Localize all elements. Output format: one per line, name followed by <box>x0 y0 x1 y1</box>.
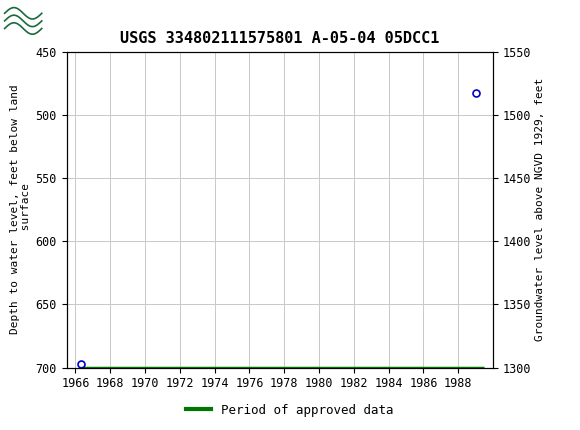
Legend: Period of approved data: Period of approved data <box>181 399 399 421</box>
Y-axis label: Groundwater level above NGVD 1929, feet: Groundwater level above NGVD 1929, feet <box>535 78 545 341</box>
Text: USGS: USGS <box>49 9 118 29</box>
Title: USGS 334802111575801 A-05-04 05DCC1: USGS 334802111575801 A-05-04 05DCC1 <box>120 31 440 46</box>
Y-axis label: Depth to water level, feet below land
 surface: Depth to water level, feet below land su… <box>10 85 31 335</box>
